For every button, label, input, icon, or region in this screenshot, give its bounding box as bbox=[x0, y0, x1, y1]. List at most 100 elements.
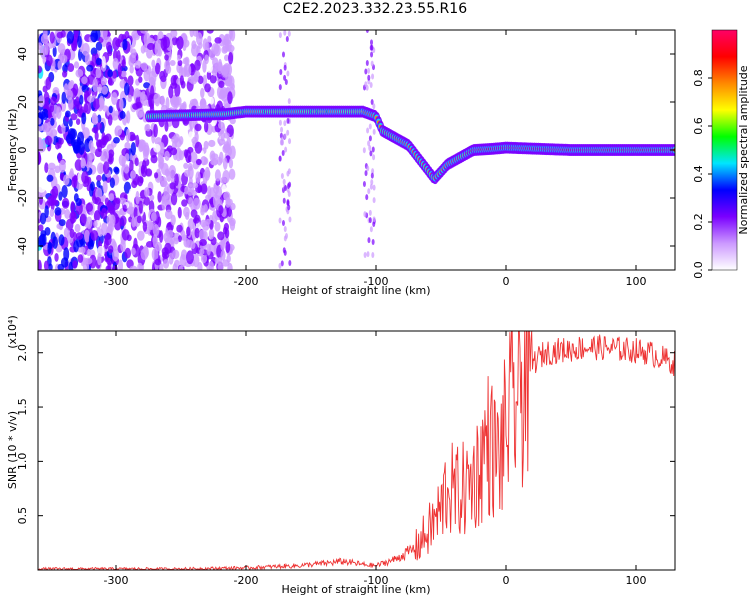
spectrogram-cell bbox=[121, 59, 126, 68]
spectrogram-cell bbox=[364, 68, 368, 75]
spectrogram-cell bbox=[57, 60, 63, 70]
spectrogram-cell bbox=[372, 103, 376, 110]
spectrogram-cell bbox=[38, 259, 42, 270]
spectrogram-cell bbox=[197, 185, 202, 193]
spectrogram-cell bbox=[61, 184, 68, 199]
spectrogram-cell bbox=[365, 59, 369, 66]
spectrogram-cell bbox=[210, 158, 218, 166]
spectrogram-cell bbox=[362, 181, 366, 188]
spectrogram-cell bbox=[287, 30, 291, 37]
spectrogram-cell bbox=[218, 80, 225, 88]
spectrogram-cell bbox=[148, 221, 155, 231]
spectrogram-cell bbox=[64, 209, 71, 219]
spectrogram-cell bbox=[50, 117, 55, 126]
spectrogram-cell bbox=[280, 173, 284, 180]
spectrogram-cell bbox=[48, 263, 53, 270]
spectrogram-cell bbox=[38, 185, 46, 193]
spectrogram-cell bbox=[39, 233, 46, 248]
spectrogram-cell bbox=[288, 216, 292, 223]
colorbar-tick-label: 0.6 bbox=[692, 117, 705, 135]
spectrogram-cell bbox=[186, 226, 191, 237]
spectrogram-cell bbox=[86, 184, 91, 192]
spectrogram-cell bbox=[225, 74, 230, 84]
spectrogram-cell bbox=[222, 157, 228, 170]
spectrogram-cell bbox=[220, 249, 226, 261]
spectrogram-cell bbox=[368, 144, 372, 151]
spectrogram-cell bbox=[129, 265, 138, 270]
spectrogram-cell bbox=[85, 216, 93, 229]
spectrogram-cell bbox=[198, 229, 206, 241]
spectrogram-cell bbox=[38, 95, 45, 108]
spectrogram-cell bbox=[192, 182, 199, 189]
spectrogram-ylabel: Frequency (Hz) bbox=[6, 109, 19, 192]
snr-panel: -300 -200 -100 0 100 0.5 1.0 1.5 2.0 Height of s… bbox=[6, 315, 676, 596]
spectrogram-cell bbox=[126, 110, 131, 124]
spectrogram-cell bbox=[288, 260, 292, 267]
spectrogram-cell bbox=[283, 64, 287, 71]
spectrogram-cell bbox=[66, 31, 75, 44]
spectrogram-cell bbox=[287, 204, 291, 211]
spectrogram-cell bbox=[134, 157, 139, 167]
spectrogram-cell bbox=[119, 110, 126, 120]
spectrogram-cell bbox=[101, 56, 106, 69]
spectrogram-cell bbox=[181, 199, 188, 207]
spectrogram-cell bbox=[194, 123, 202, 132]
spectrogram-cell bbox=[228, 158, 234, 169]
spectrogram-cell bbox=[97, 139, 103, 153]
spectrogram-cell bbox=[111, 265, 118, 270]
spectrogram-cell bbox=[177, 59, 183, 67]
spectrogram-cell bbox=[228, 30, 233, 40]
spectrogram-cell bbox=[65, 110, 71, 118]
spectrogram-cell bbox=[81, 76, 88, 85]
spectrogram-cell bbox=[75, 232, 84, 240]
spectrogram-cell bbox=[170, 147, 178, 156]
spectrogram-cell bbox=[200, 183, 208, 195]
spectrogram-cell bbox=[205, 194, 212, 201]
spectrogram-cell bbox=[38, 117, 42, 125]
spectrogram-cell bbox=[39, 212, 47, 225]
spectrogram-cell bbox=[45, 125, 53, 139]
spectrogram-cell bbox=[79, 213, 87, 226]
spectrogram-cell bbox=[83, 103, 89, 113]
spectrogram-cell bbox=[117, 63, 122, 77]
spectrogram-cell bbox=[160, 75, 167, 83]
spectrogram-cell bbox=[54, 165, 61, 174]
spectrogram-cell bbox=[227, 91, 233, 105]
spectrogram-cell bbox=[111, 92, 118, 106]
spectrogram-cell bbox=[222, 42, 229, 53]
spectrogram-cell bbox=[160, 180, 168, 188]
spectrogram-cell bbox=[135, 190, 140, 205]
spectrogram-cell bbox=[183, 162, 189, 170]
spectrogram-cell bbox=[54, 252, 59, 262]
spectrogram-cell bbox=[207, 35, 212, 43]
spectrogram-cell bbox=[217, 61, 223, 75]
spectrogram-cell bbox=[193, 74, 199, 83]
spectrogram-cell bbox=[278, 119, 282, 126]
spectrogram-cell bbox=[367, 140, 371, 147]
spectrogram-cell bbox=[195, 171, 201, 184]
spectrogram-cell bbox=[284, 232, 288, 239]
spectrogram-cell bbox=[164, 54, 169, 61]
spectrogram-cell bbox=[365, 30, 369, 34]
spectrogram-cell bbox=[119, 215, 127, 227]
spectrogram-cell bbox=[105, 41, 112, 52]
spectrogram-cell bbox=[112, 37, 120, 51]
spectrogram-cell bbox=[121, 229, 130, 241]
spectrogram-cell bbox=[128, 216, 133, 223]
spectrogram-cell bbox=[370, 39, 374, 46]
spectrogram-cell bbox=[136, 215, 142, 224]
spectrogram-cell bbox=[229, 145, 236, 160]
spectrogram-cell bbox=[188, 131, 194, 140]
spectrogram-cell bbox=[43, 260, 49, 270]
spectrogram-cell bbox=[80, 157, 86, 169]
spectrogram-cell bbox=[186, 250, 194, 265]
snr-frame bbox=[37, 330, 676, 571]
spectrogram-cell bbox=[199, 238, 207, 247]
spectrogram-cell bbox=[179, 75, 184, 86]
colorbar-ticks: 0.0 0.2 0.4 0.6 0.8 bbox=[692, 69, 712, 279]
spectrogram-cell bbox=[283, 226, 287, 233]
spectrogram-cell bbox=[70, 136, 76, 147]
spectrogram-cell bbox=[47, 162, 56, 170]
spectrogram-cell bbox=[70, 113, 78, 121]
